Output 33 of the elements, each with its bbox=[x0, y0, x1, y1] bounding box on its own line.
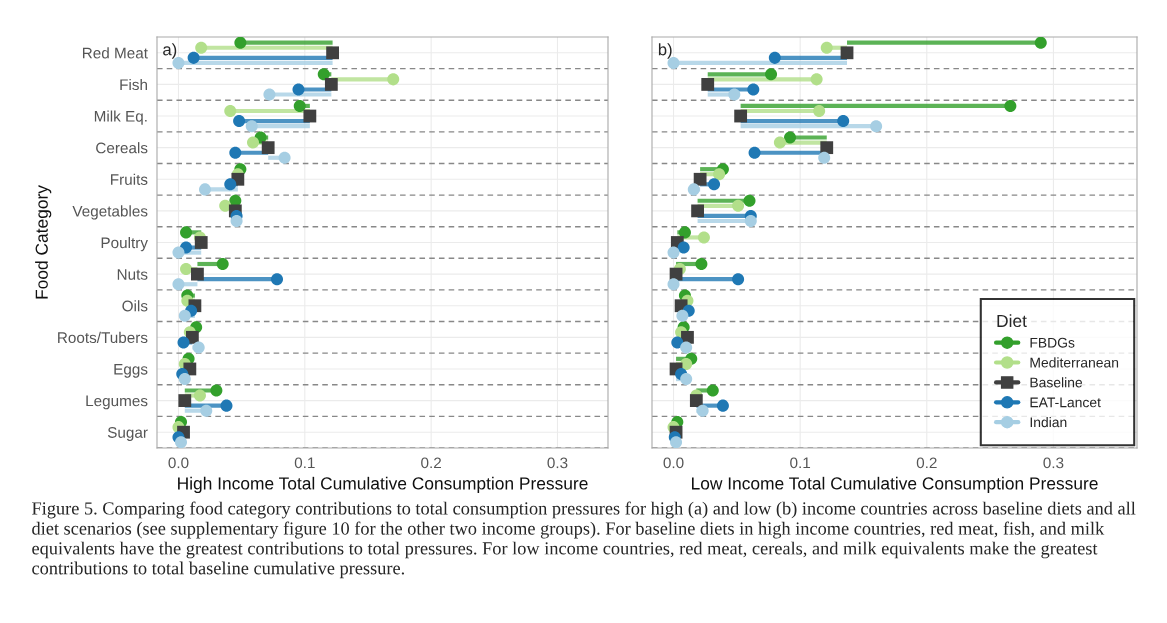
x-tick-label: 0.1 bbox=[790, 457, 811, 469]
y-tick-label: Legumes bbox=[86, 395, 148, 410]
caption: Figure 5. Comparing food category contributions to total consumption pressures for high (a) and low (b) income countries across baseline diets and all diet scenarios (see supplementary figure 10 for the other two income groups). For baseline diets in high income countries, red meat, fish, and milk equivalents have the greatest contributions to total pressures. For low income countries, red meat, cereals, and milk equivalents make the greatest contributions to total baseline cumulative pressure. bbox=[32, 501, 1136, 579]
annotation: a) bbox=[163, 43, 177, 59]
legend-label: EAT-Lancet bbox=[1030, 397, 1101, 408]
y-tick-label: Sugar bbox=[107, 427, 148, 441]
x-tick-label: 0.1 bbox=[294, 457, 315, 469]
x-axis-title: Low Income Total Cumulative Consumption Pressure bbox=[692, 476, 1098, 494]
x-tick-label: 0.2 bbox=[421, 457, 441, 469]
x-tick-label: 0.0 bbox=[168, 457, 189, 469]
x-tick-label: 0.0 bbox=[663, 457, 684, 469]
legend-label: FBDGs bbox=[1030, 337, 1075, 348]
y-tick-label: Roots/Tubers bbox=[58, 331, 148, 344]
y-tick-label: Cereals bbox=[96, 142, 148, 154]
y-axis-title: Food Category bbox=[35, 185, 52, 299]
x-axis-title: High Income Total Cumulative Consumption Pressure bbox=[178, 476, 588, 494]
y-tick-label: Milk Eq. bbox=[94, 110, 147, 125]
annotation: b) bbox=[658, 43, 672, 59]
legend-label: Baseline bbox=[1030, 377, 1083, 388]
y-tick-label: Vegetables bbox=[72, 205, 148, 220]
y-tick-label: Fish bbox=[120, 78, 147, 91]
x-tick-label: 0.2 bbox=[916, 457, 937, 469]
y-tick-label: Poultry bbox=[101, 236, 148, 252]
y-tick-label: Eggs bbox=[114, 363, 148, 378]
legend-label: Indian bbox=[1030, 417, 1067, 428]
y-tick-label: Nuts bbox=[117, 269, 148, 280]
legend-title: Diet bbox=[997, 314, 1027, 328]
y-tick-label: Red Meat bbox=[82, 47, 148, 59]
y-tick-label: Oils bbox=[122, 300, 148, 312]
legend-label: Mediterranean bbox=[1030, 357, 1119, 368]
x-tick-label: 0.3 bbox=[547, 457, 568, 469]
x-tick-label: 0.3 bbox=[1043, 457, 1064, 469]
y-tick-label: Fruits bbox=[111, 173, 148, 185]
